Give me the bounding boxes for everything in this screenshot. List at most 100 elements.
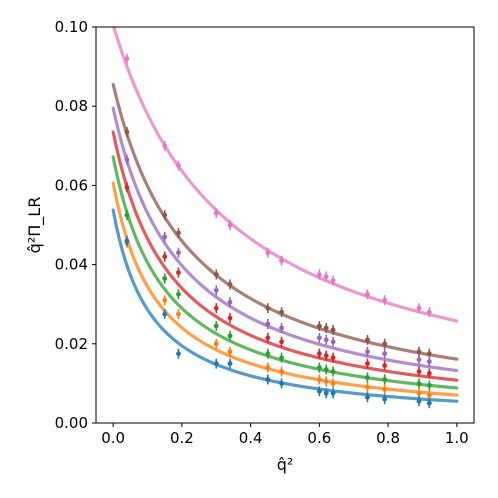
series-0-point: [426, 309, 432, 315]
series-4-point: [323, 367, 329, 372]
series-0-point: [124, 56, 130, 62]
series-5-point: [176, 311, 181, 317]
series-6-point: [316, 388, 322, 394]
y-tick-label: 0.04: [55, 256, 88, 274]
series-5-point: [162, 297, 168, 303]
series-6-point: [426, 400, 432, 406]
series-1-point: [124, 129, 130, 135]
series-1-point: [365, 337, 370, 343]
series-1-point: [176, 230, 181, 236]
series-2-point: [316, 335, 322, 341]
x-tick-label: 0.4: [239, 429, 263, 447]
series-2-point: [176, 250, 181, 256]
series-2-point: [426, 359, 432, 365]
series-6-point: [176, 351, 181, 357]
series-2-point: [279, 325, 284, 331]
series-2-point: [416, 357, 422, 363]
series-1-point: [330, 327, 336, 333]
series-5-point: [265, 365, 271, 370]
series-5-point: [426, 392, 432, 398]
series-0-point: [382, 297, 388, 303]
series-4-point: [162, 276, 168, 281]
series-3-point: [365, 361, 370, 366]
series-3-point: [426, 371, 432, 376]
series-6-point: [382, 396, 388, 402]
series-2-point: [323, 337, 329, 343]
series-6-point: [365, 394, 370, 400]
series-3-point: [162, 254, 168, 260]
y-tick-label: 0.00: [55, 414, 88, 432]
series-0-point: [162, 143, 168, 149]
series-1-fit-line: [111, 82, 459, 361]
series-3-point: [382, 363, 388, 368]
series-6-point: [213, 361, 219, 366]
series-3-point: [416, 369, 422, 374]
x-tick-label: 0.6: [307, 429, 331, 447]
series-6-point: [330, 390, 336, 396]
series-3-point: [323, 353, 329, 359]
y-tick-label: 0.02: [55, 335, 88, 353]
x-tick-label: 0.8: [376, 429, 400, 447]
series-3-point: [176, 270, 181, 275]
series-1-point: [162, 212, 168, 218]
series-1-point: [382, 341, 388, 347]
series-0-point: [365, 291, 370, 297]
plot-frame: [95, 26, 475, 424]
y-tick-label: 0.08: [55, 97, 88, 115]
series-6-point: [279, 381, 284, 386]
y-tick-label: 0.06: [55, 176, 88, 194]
series-6-point: [124, 238, 130, 244]
series-1-point: [323, 325, 329, 331]
series-0-point: [213, 210, 219, 216]
series-2-point: [382, 351, 388, 357]
series-5-point: [323, 379, 329, 384]
series-1-point: [279, 309, 284, 315]
series-0-point: [316, 272, 322, 277]
x-tick-label: 1.0: [445, 429, 469, 447]
series-4-point: [416, 381, 422, 386]
axis-ticks: 0.0 0.2 0.4 0.6 0.8 1.0 0.00 0.02 0.04 0.06 0.08 0.…: [55, 18, 469, 447]
series-0-point: [416, 305, 422, 311]
series-5-point: [365, 384, 370, 390]
series-0-fit-line: [112, 27, 459, 323]
series-3-point: [124, 184, 130, 190]
series-layer: [111, 27, 459, 409]
x-tick-label: 0.0: [101, 429, 125, 447]
y-axis-label: q̂²Π_LR: [25, 197, 45, 254]
series-4-point: [426, 382, 432, 388]
series-5-point: [382, 386, 388, 392]
series-2-point: [227, 299, 233, 305]
series-5-fit-line: [111, 181, 459, 397]
series-1-point: [213, 272, 219, 277]
series-3-point: [279, 339, 284, 345]
x-axis-label: q̂²: [277, 455, 294, 474]
series-3-point: [227, 315, 233, 321]
series-4-point: [330, 369, 336, 374]
series-4-point: [176, 291, 181, 297]
series-5-point: [416, 390, 422, 396]
series-5-point: [279, 369, 284, 374]
series-4-point: [279, 355, 284, 361]
series-0-point: [227, 222, 233, 228]
series-0-point: [279, 258, 284, 264]
series-3-point: [330, 355, 336, 361]
series-4-point: [382, 377, 388, 382]
series-1-point: [416, 349, 422, 355]
series-4-point: [316, 365, 322, 370]
series-4-point: [265, 351, 271, 357]
series-6-point: [416, 398, 422, 404]
series-5-point: [227, 349, 233, 355]
series-3-point: [316, 351, 322, 357]
series-2-fit-line: [111, 106, 459, 373]
series-6-fit-line: [111, 208, 459, 403]
series-2-point: [162, 234, 168, 240]
series-2-point: [213, 287, 219, 293]
series-4-fit-line: [111, 155, 459, 390]
series-4-point: [227, 333, 233, 339]
y-tick-label: 0.10: [55, 18, 88, 36]
series-0-point: [330, 278, 336, 283]
series-2-point: [124, 157, 130, 163]
x-tick-label: 0.2: [170, 429, 194, 447]
series-6-point: [265, 377, 271, 382]
